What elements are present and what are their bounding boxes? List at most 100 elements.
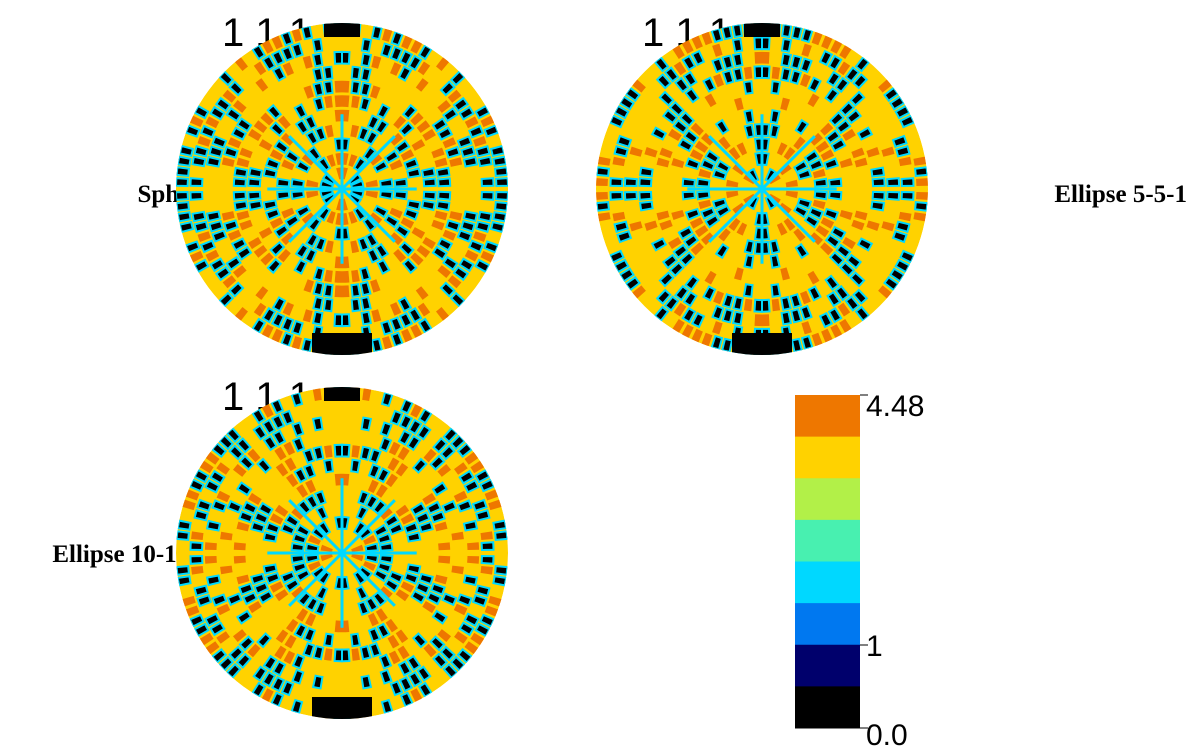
pattern-cell xyxy=(342,152,349,165)
pattern-cell xyxy=(185,605,200,617)
pattern-cell xyxy=(673,284,690,302)
pattern-cell xyxy=(238,454,255,471)
pattern-cell xyxy=(441,592,458,607)
pattern-cell xyxy=(193,584,209,597)
pattern-cell xyxy=(364,596,379,613)
pattern-cell xyxy=(205,519,222,532)
pattern-cell xyxy=(689,217,704,229)
pattern-cell xyxy=(204,542,217,550)
pattern-cell xyxy=(271,328,283,343)
pattern-cell xyxy=(247,643,261,658)
pattern-cell xyxy=(209,469,226,485)
pattern-cell xyxy=(349,179,365,189)
pattern-cell xyxy=(492,211,508,223)
pattern-cell xyxy=(362,145,377,162)
pattern-cell xyxy=(238,582,255,596)
pattern-cell xyxy=(274,504,289,517)
pattern-cell xyxy=(407,54,423,72)
pattern-cell xyxy=(668,261,685,278)
pattern-cell xyxy=(437,100,451,113)
pattern-cell xyxy=(780,67,792,83)
pattern-cell xyxy=(359,445,372,462)
pattern-cell xyxy=(274,645,287,660)
colorbar-band xyxy=(795,478,860,521)
pattern-cell xyxy=(754,314,762,327)
pattern-cell xyxy=(668,100,685,117)
pattern-cell xyxy=(312,280,325,297)
pattern-cell xyxy=(350,632,361,648)
pattern-cell xyxy=(895,220,911,233)
pattern-cell xyxy=(303,85,314,99)
pattern-cell xyxy=(315,505,329,521)
pattern-cell xyxy=(761,298,771,313)
pattern-cell xyxy=(236,481,253,497)
pattern-cell xyxy=(406,434,422,452)
pattern-cell xyxy=(456,593,473,607)
pattern-cell xyxy=(236,574,250,585)
pattern-cell xyxy=(423,643,437,658)
pattern-cell xyxy=(334,256,342,269)
pattern-cell xyxy=(681,177,697,188)
pattern-cell xyxy=(189,250,204,263)
pattern-cell xyxy=(236,609,253,625)
pattern-cell xyxy=(378,190,394,200)
pattern-cell xyxy=(447,89,462,103)
pattern-cell xyxy=(475,145,491,158)
pattern-cell xyxy=(714,118,730,136)
pattern-cell xyxy=(262,654,278,672)
pattern-cell xyxy=(322,283,334,298)
pattern-cell xyxy=(480,554,495,565)
pattern-cell xyxy=(264,207,281,221)
pattern-cell xyxy=(383,214,400,229)
pattern-cell xyxy=(704,93,717,108)
pattern-cell xyxy=(398,121,415,138)
pattern-cell xyxy=(248,128,262,141)
pattern-cell xyxy=(280,316,295,333)
pattern-cell xyxy=(395,504,410,517)
pattern-cell xyxy=(870,200,886,212)
pattern-cell xyxy=(261,54,277,72)
pattern-cell xyxy=(302,642,316,658)
pattern-cell xyxy=(274,589,289,602)
pattern-cell xyxy=(467,556,480,564)
pattern-cell xyxy=(284,457,297,472)
pattern-cell xyxy=(609,190,624,201)
pattern-cell xyxy=(721,54,734,71)
pattern-cell xyxy=(616,230,633,244)
pattern-cell xyxy=(233,542,246,551)
pattern-cell xyxy=(913,201,928,212)
pattern-cell xyxy=(632,285,646,299)
pattern-cell xyxy=(360,37,373,53)
pattern-cell xyxy=(313,126,327,142)
pattern-cell xyxy=(435,200,451,212)
pattern-cell xyxy=(769,173,781,185)
pattern-cell xyxy=(261,324,274,338)
pattern-cell xyxy=(732,333,792,355)
pattern-cell xyxy=(342,213,349,226)
pattern-cell xyxy=(489,220,506,234)
pattern-cell xyxy=(270,311,286,329)
pattern-cell xyxy=(411,227,426,239)
pattern-cell xyxy=(726,179,739,188)
pattern-cell xyxy=(623,190,638,201)
pattern-cell xyxy=(235,57,248,71)
pattern-cell xyxy=(418,520,434,534)
pattern-cell xyxy=(454,631,468,644)
pattern-cell xyxy=(842,237,856,250)
pattern-cell xyxy=(420,166,436,179)
pattern-cell xyxy=(851,219,865,231)
pattern-cell xyxy=(811,31,823,46)
pattern-cell xyxy=(269,240,286,257)
pattern-cell xyxy=(780,37,793,53)
pattern-cell xyxy=(449,157,463,167)
pattern-cell xyxy=(211,499,228,513)
pattern-cell xyxy=(420,199,436,212)
pattern-cell xyxy=(277,115,291,129)
pattern-cell xyxy=(801,321,812,335)
pattern-cell xyxy=(732,295,744,311)
pattern-cell xyxy=(238,510,255,524)
pattern-cell xyxy=(700,158,716,172)
pattern-cell xyxy=(818,49,834,67)
pattern-cell xyxy=(849,90,866,107)
pattern-cell xyxy=(429,635,446,652)
